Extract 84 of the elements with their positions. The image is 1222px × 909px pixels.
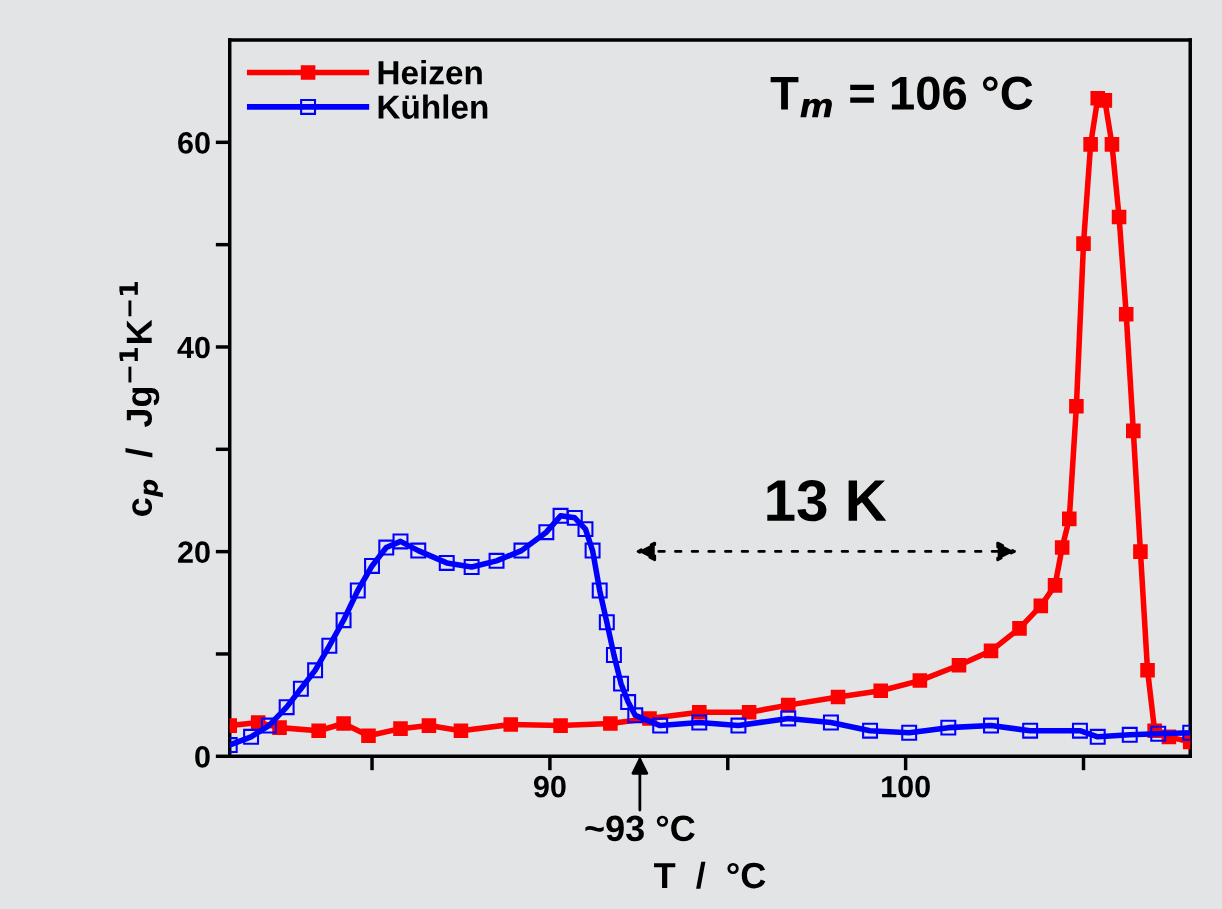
point: [421, 718, 437, 733]
y-axis-title: c$_{p}$ / Jg$^{−1}$K$^{−1}$: [119, 281, 163, 516]
point: [260, 717, 277, 734]
point: [361, 728, 376, 744]
annotation: 13 K: [767, 479, 887, 522]
point: [349, 582, 366, 599]
point: [393, 721, 408, 736]
point: [292, 680, 309, 697]
x-tick-label: 90: [533, 775, 566, 798]
point: [577, 521, 594, 538]
x-axis-title: T / °C: [654, 861, 766, 889]
point: [378, 539, 395, 556]
point: [1061, 511, 1077, 527]
annotation: T$_{m}$ = 106 °C: [770, 76, 1033, 118]
point: [940, 719, 957, 736]
y-tick-label: 60: [178, 132, 210, 154]
point: [730, 717, 747, 734]
point: [243, 728, 260, 745]
point: [488, 552, 505, 569]
point: [1104, 137, 1120, 152]
point: [1121, 726, 1138, 743]
point: [552, 507, 569, 524]
legend-label: Heizen: [378, 60, 482, 85]
point: [822, 714, 839, 731]
point: [951, 657, 967, 673]
point: [830, 689, 846, 705]
point: [1097, 93, 1113, 108]
point: [983, 643, 999, 659]
y-tick-label: 20: [178, 541, 210, 564]
point: [364, 557, 381, 574]
point: [1118, 306, 1134, 322]
point: [691, 714, 708, 731]
point: [392, 533, 409, 550]
point: [503, 717, 519, 732]
point: [1089, 728, 1106, 745]
point: [1111, 209, 1127, 225]
point: [513, 542, 530, 559]
point: [1012, 621, 1027, 636]
point: [311, 723, 326, 738]
point: [627, 707, 644, 724]
point: [1054, 540, 1070, 555]
point: [335, 612, 352, 629]
point: [652, 717, 669, 734]
y-tick-label: 0: [195, 746, 210, 768]
point: [1069, 399, 1084, 414]
point: [463, 559, 480, 575]
point: [553, 718, 568, 733]
point: [1133, 544, 1148, 559]
point: [307, 662, 324, 679]
point: [603, 716, 618, 731]
point: [566, 509, 583, 526]
point: [1033, 598, 1049, 614]
point: [1076, 236, 1091, 251]
point: [453, 723, 469, 738]
point: [438, 554, 455, 571]
point: [1140, 663, 1155, 678]
legend-label: Kühlen: [378, 94, 488, 119]
point: [584, 542, 601, 559]
point: [598, 614, 615, 631]
point: [538, 524, 555, 541]
point: [1083, 137, 1098, 152]
point: [901, 724, 918, 741]
point: [1022, 722, 1039, 739]
point: [620, 694, 637, 711]
point: [336, 716, 351, 731]
point: [1126, 423, 1141, 439]
point: [1071, 722, 1088, 739]
point: [862, 722, 879, 739]
x-tick-label: 100: [882, 775, 930, 798]
point: [873, 683, 889, 699]
point: [410, 542, 427, 559]
point: [1150, 725, 1167, 742]
point: [912, 673, 928, 688]
y-tick-label: 40: [177, 336, 210, 359]
point: [605, 647, 622, 663]
point: [1047, 578, 1063, 593]
point: [741, 705, 757, 720]
point: [591, 582, 608, 599]
point: [983, 717, 999, 734]
text: ~93 °C: [585, 815, 695, 842]
point: [321, 637, 338, 654]
point: [780, 710, 797, 727]
point: [613, 675, 630, 692]
point: [278, 699, 295, 716]
